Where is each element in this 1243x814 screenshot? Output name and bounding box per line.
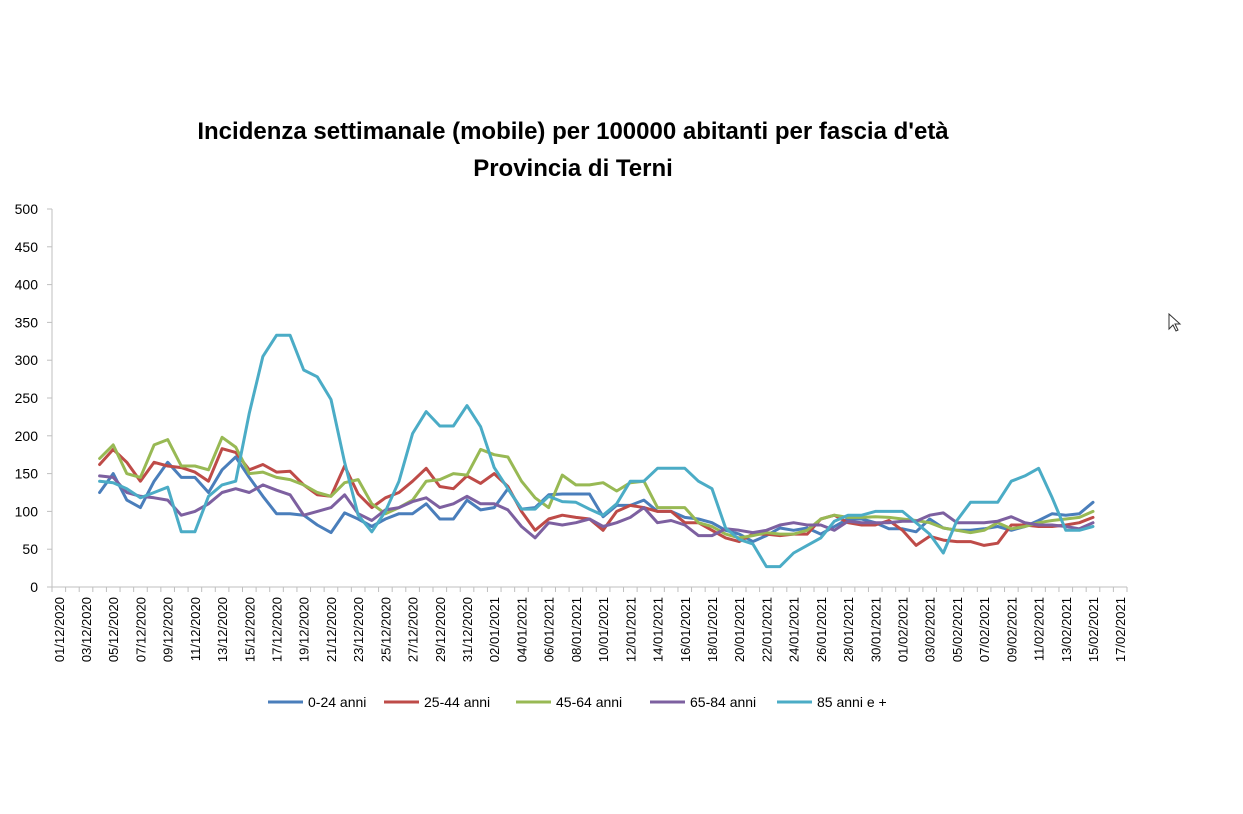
x-tick-label: 01/02/2021 (895, 597, 910, 662)
x-tick-label: 06/01/2021 (542, 597, 557, 662)
x-tick-label: 07/12/2020 (133, 597, 148, 662)
chart-title: Incidenza settimanale (mobile) per 10000… (197, 118, 949, 145)
x-tick-label: 04/01/2021 (514, 597, 529, 662)
x-tick-label: 25/12/2020 (378, 597, 393, 662)
x-tick-label: 28/01/2021 (841, 597, 856, 662)
x-tick-label: 24/01/2021 (787, 597, 802, 662)
x-tick-label: 30/01/2021 (868, 597, 883, 662)
x-tick-label: 11/12/2020 (188, 597, 203, 661)
x-tick-label: 13/02/2021 (1059, 597, 1074, 662)
x-tick-label: 18/01/2021 (705, 597, 720, 662)
legend-label: 65-84 anni (690, 694, 756, 710)
x-tick-label: 05/02/2021 (950, 597, 965, 662)
x-tick-label: 15/12/2020 (242, 597, 257, 662)
legend-label: 0-24 anni (308, 694, 366, 710)
legend-label: 45-64 anni (556, 694, 622, 710)
x-tick-label: 26/01/2021 (814, 597, 829, 662)
x-tick-label: 08/01/2021 (569, 597, 584, 662)
series-line-4 (98, 474, 1095, 540)
x-tick-label: 21/12/2020 (324, 597, 339, 662)
x-tick-label: 05/12/2020 (106, 597, 121, 662)
x-tick-label: 03/12/2020 (79, 597, 94, 662)
x-tick-label: 03/02/2021 (923, 597, 938, 662)
x-tick-label: 12/01/2021 (623, 597, 638, 662)
x-tick-label: 14/01/2021 (651, 597, 666, 662)
x-tick-label: 27/12/2020 (406, 597, 421, 662)
y-tick-label: 200 (15, 428, 39, 444)
x-tick-label: 29/12/2020 (433, 597, 448, 662)
x-tick-label: 13/12/2020 (215, 597, 230, 662)
x-tick-label: 22/01/2021 (759, 597, 774, 662)
y-tick-label: 450 (15, 239, 39, 255)
x-tick-label: 01/12/2020 (52, 597, 67, 662)
mouse-cursor-icon (1168, 313, 1182, 332)
chart-subtitle: Provincia di Terni (473, 155, 673, 182)
x-tick-label: 02/01/2021 (487, 597, 502, 662)
x-tick-label: 16/01/2021 (678, 597, 693, 662)
y-tick-label: 100 (15, 503, 39, 519)
x-tick-label: 09/12/2020 (161, 597, 176, 662)
legend-label: 25-44 anni (424, 694, 490, 710)
x-tick-label: 15/02/2021 (1086, 597, 1101, 662)
x-tick-label: 07/02/2021 (977, 597, 992, 662)
legend-label: 85 anni e + (817, 694, 887, 710)
x-tick-label: 17/12/2020 (270, 597, 285, 662)
y-tick-label: 250 (15, 390, 39, 406)
x-tick-label: 20/01/2021 (732, 597, 747, 662)
y-tick-label: 50 (22, 541, 38, 557)
y-tick-label: 500 (15, 201, 39, 217)
x-tick-label: 31/12/2020 (460, 597, 475, 662)
x-tick-label: 11/02/2021 (1032, 597, 1047, 661)
y-tick-label: 0 (30, 579, 38, 595)
x-tick-label: 17/02/2021 (1113, 597, 1128, 662)
y-tick-label: 150 (15, 466, 39, 482)
x-tick-label: 10/01/2021 (596, 597, 611, 662)
x-tick-label: 09/02/2021 (1004, 597, 1019, 662)
series-line-2 (98, 447, 1095, 547)
y-tick-label: 350 (15, 314, 39, 330)
x-tick-label: 19/12/2020 (297, 597, 312, 662)
y-tick-label: 300 (15, 352, 39, 368)
y-tick-label: 400 (15, 277, 39, 293)
x-tick-label: 23/12/2020 (351, 597, 366, 662)
series-line-3 (98, 435, 1095, 540)
series-line-5 (98, 333, 1095, 569)
